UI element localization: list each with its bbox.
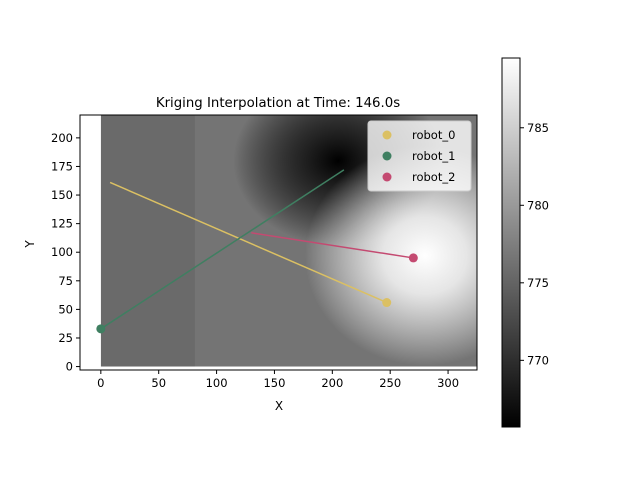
y-tick-label: 150 xyxy=(51,188,73,202)
legend-swatch-robot_2 xyxy=(382,172,392,182)
colorbar-tick-label: 770 xyxy=(527,353,549,367)
x-tick-label: 0 xyxy=(97,376,104,390)
field-high-region xyxy=(304,145,477,366)
legend: robot_0 robot_1 robot_2 xyxy=(367,120,472,192)
marker-robot_1 xyxy=(96,324,106,334)
axes-frame xyxy=(79,114,478,371)
x-axis-label: X xyxy=(275,399,283,413)
colorbar xyxy=(501,57,521,428)
path-robot_1 xyxy=(100,169,345,330)
colorbar-tick-label: 785 xyxy=(527,121,549,135)
y-tick-label: 200 xyxy=(51,131,73,145)
path-robot_2 xyxy=(251,232,414,259)
colorbar-tick-label: 775 xyxy=(527,276,549,290)
colorbar-ticks: 770 775 780 785 xyxy=(520,121,549,367)
robot-positions xyxy=(96,253,418,334)
y-axis-ticks: 0 25 50 75 100 125 150 175 200 xyxy=(51,131,80,374)
colorbar-tick-label: 780 xyxy=(527,198,549,212)
path-robot_0 xyxy=(109,181,388,304)
y-tick-label: 0 xyxy=(66,360,73,374)
legend-box xyxy=(367,120,472,192)
x-tick-label: 300 xyxy=(437,376,459,390)
chart-title: Kriging Interpolation at Time: 146.0s xyxy=(156,96,400,111)
legend-swatch-robot_1 xyxy=(382,151,392,161)
robot-paths xyxy=(100,169,414,330)
y-axis-label: Y xyxy=(23,240,37,249)
x-tick-label: 200 xyxy=(321,376,343,390)
x-tick-label: 50 xyxy=(151,376,166,390)
x-axis-ticks: 0 50 100 150 200 250 300 xyxy=(97,370,459,390)
y-tick-label: 50 xyxy=(58,302,73,316)
legend-label-robot_2: robot_2 xyxy=(412,170,455,184)
legend-swatch-robot_0 xyxy=(382,130,392,140)
x-tick-label: 250 xyxy=(379,376,401,390)
marker-robot_0 xyxy=(382,298,392,308)
interpolated-field xyxy=(100,115,477,367)
marker-robot_2 xyxy=(408,253,418,263)
y-tick-label: 100 xyxy=(51,245,73,259)
y-tick-label: 175 xyxy=(51,159,73,173)
y-tick-label: 75 xyxy=(58,274,73,288)
x-tick-label: 100 xyxy=(206,376,228,390)
y-tick-label: 25 xyxy=(58,331,73,345)
field-left-shade xyxy=(100,115,195,367)
y-tick-label: 125 xyxy=(51,217,73,231)
x-tick-label: 150 xyxy=(263,376,285,390)
legend-label-robot_0: robot_0 xyxy=(412,128,455,142)
legend-label-robot_1: robot_1 xyxy=(412,149,455,163)
